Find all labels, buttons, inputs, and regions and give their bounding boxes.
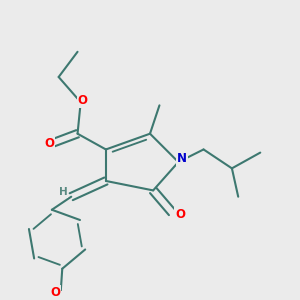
Text: O: O xyxy=(50,286,60,299)
Text: H: H xyxy=(59,187,68,197)
Text: O: O xyxy=(44,137,54,150)
Text: N: N xyxy=(177,152,187,165)
Text: O: O xyxy=(175,208,185,220)
Text: O: O xyxy=(77,94,87,107)
